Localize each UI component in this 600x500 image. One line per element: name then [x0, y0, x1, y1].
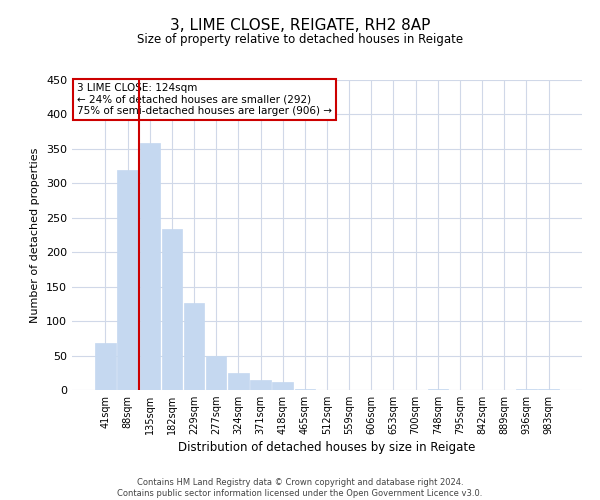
Bar: [140, 144, 160, 390]
Bar: [272, 382, 293, 390]
Bar: [95, 343, 116, 390]
Bar: [161, 229, 182, 390]
X-axis label: Distribution of detached houses by size in Reigate: Distribution of detached houses by size …: [178, 442, 476, 454]
Bar: [206, 356, 226, 390]
Text: 3, LIME CLOSE, REIGATE, RH2 8AP: 3, LIME CLOSE, REIGATE, RH2 8AP: [170, 18, 430, 32]
Bar: [295, 388, 315, 390]
Bar: [118, 170, 138, 390]
Text: Contains HM Land Registry data © Crown copyright and database right 2024.
Contai: Contains HM Land Registry data © Crown c…: [118, 478, 482, 498]
Text: Size of property relative to detached houses in Reigate: Size of property relative to detached ho…: [137, 32, 463, 46]
Text: 3 LIME CLOSE: 124sqm
← 24% of detached houses are smaller (292)
75% of semi-deta: 3 LIME CLOSE: 124sqm ← 24% of detached h…: [77, 83, 332, 116]
Y-axis label: Number of detached properties: Number of detached properties: [31, 148, 40, 322]
Bar: [184, 302, 204, 390]
Bar: [228, 373, 248, 390]
Bar: [250, 380, 271, 390]
